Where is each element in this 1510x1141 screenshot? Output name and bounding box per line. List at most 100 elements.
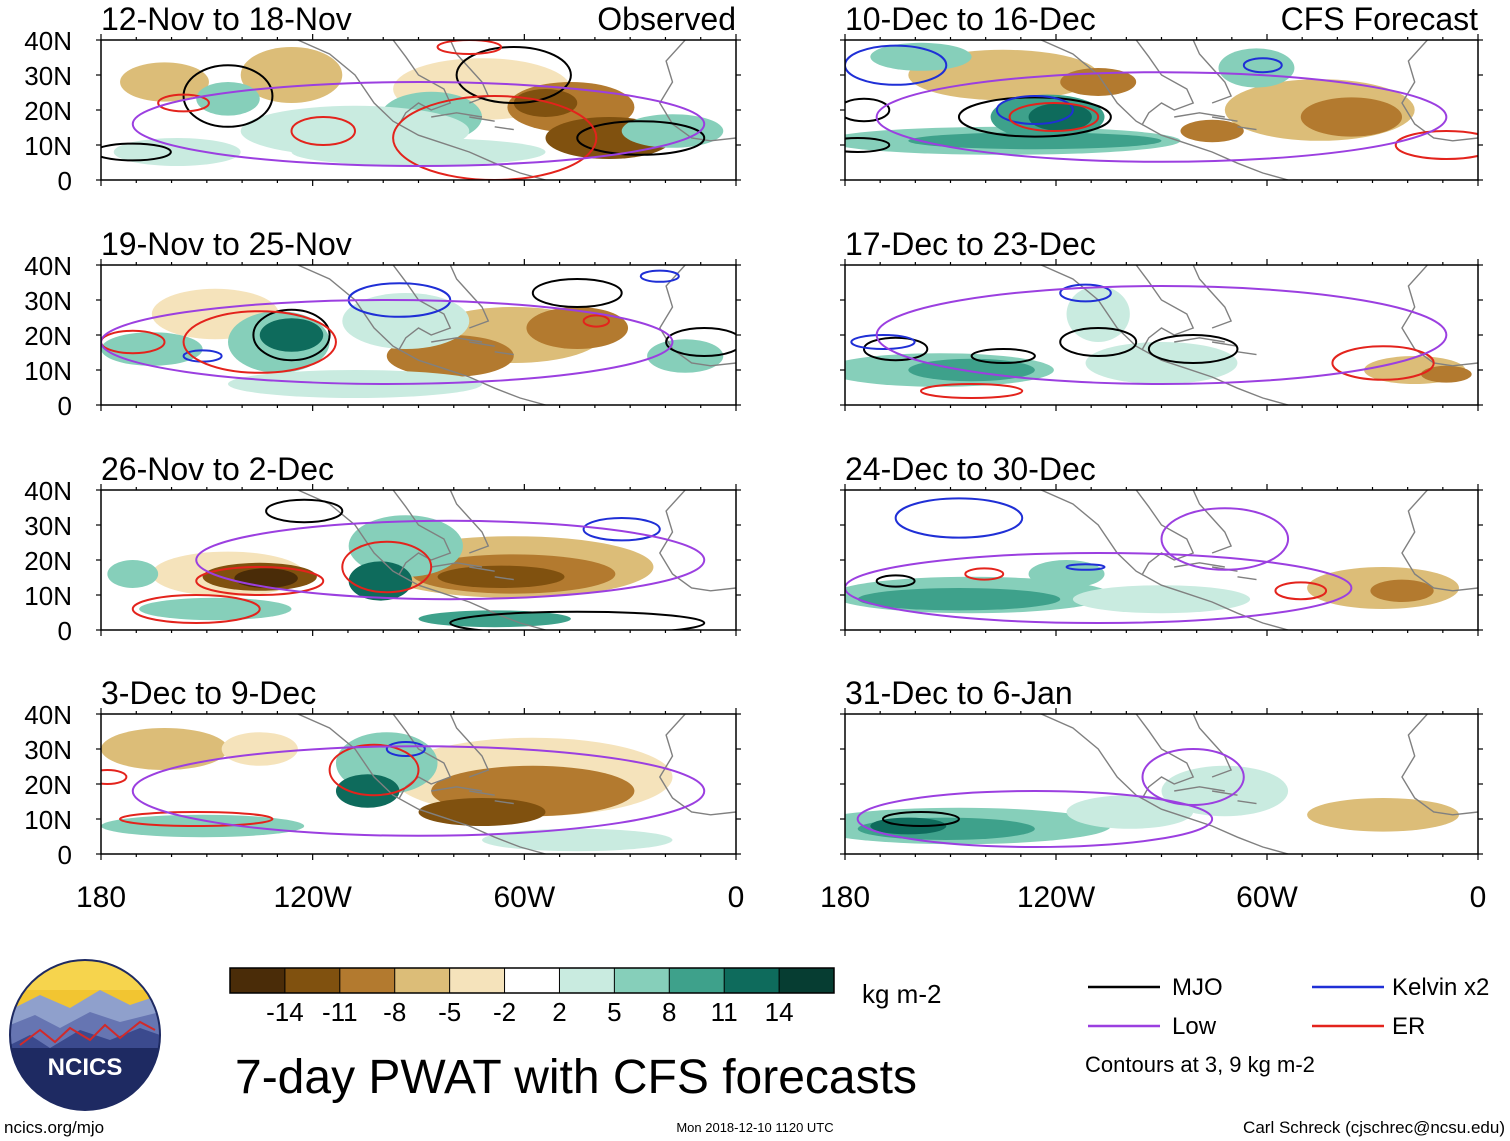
coastline bbox=[469, 566, 495, 572]
coastline bbox=[431, 786, 483, 792]
pwat-anomaly-shade bbox=[1421, 365, 1472, 383]
colorbar: -14 -11 -8 -5 -2 2 5 8 11 14 bbox=[229, 967, 835, 1027]
wave-contour bbox=[1059, 327, 1138, 357]
wave-contour bbox=[964, 567, 1005, 581]
coastline bbox=[449, 490, 490, 554]
pwat-anomaly-shade bbox=[513, 89, 578, 117]
wave-contour bbox=[1394, 130, 1478, 160]
pwat-anomaly-shade bbox=[342, 293, 470, 349]
wave-contour bbox=[265, 498, 344, 524]
wave-contour bbox=[1065, 563, 1106, 571]
wave-contour bbox=[850, 334, 916, 350]
footer-timestamp: Mon 2018-12-10 1120 UTC bbox=[676, 1120, 833, 1135]
lat-label: 10N bbox=[24, 131, 72, 161]
lat-label: 30N bbox=[24, 286, 72, 316]
lon-label: 180 bbox=[76, 881, 126, 914]
pwat-anomaly-shade bbox=[113, 138, 241, 166]
wave-contour bbox=[845, 97, 891, 123]
colorbar-tick-label: -2 bbox=[493, 997, 516, 1027]
wave-contour bbox=[576, 120, 706, 156]
figure-title: 7-day PWAT with CFS forecasts bbox=[235, 1051, 917, 1104]
coastline bbox=[1174, 562, 1225, 568]
map-panel: 10-Dec to 16-Dec bbox=[840, 1, 1483, 186]
lat-label: 20N bbox=[24, 96, 72, 126]
pwat-anomaly-shade bbox=[335, 774, 400, 808]
coastline bbox=[658, 40, 736, 142]
lat-label: 0 bbox=[58, 616, 72, 646]
coastline bbox=[469, 790, 495, 796]
panel-period-label: 12-Nov to 18-Nov bbox=[101, 1, 352, 37]
pwat-anomaly-shade bbox=[291, 138, 546, 166]
wave-contour bbox=[1160, 507, 1290, 571]
coastline bbox=[1135, 265, 1195, 350]
colorbar-swatch bbox=[504, 968, 560, 993]
wave-contour bbox=[1008, 102, 1100, 132]
wave-contour bbox=[856, 790, 1214, 848]
coastline bbox=[431, 337, 483, 343]
colorbar-tick-label: -14 bbox=[266, 997, 304, 1027]
wave-contour bbox=[101, 329, 166, 355]
lat-label: 20N bbox=[24, 770, 72, 800]
lon-label: 180 bbox=[820, 881, 870, 914]
wave-contour bbox=[385, 741, 426, 757]
lat-label: 40N bbox=[24, 476, 72, 506]
panel-period-label: 24-Dec to 30-Dec bbox=[845, 451, 1096, 487]
lon-label: 120W bbox=[1017, 881, 1096, 914]
wave-contour bbox=[131, 745, 706, 837]
pwat-anomaly-shade bbox=[1161, 300, 1289, 356]
coastline bbox=[392, 490, 452, 575]
wave-contour bbox=[665, 327, 736, 357]
wave-contour bbox=[131, 81, 706, 167]
colorbar-swatch bbox=[669, 968, 725, 993]
lat-label: 10N bbox=[24, 581, 72, 611]
coastline bbox=[1401, 40, 1478, 142]
coastline bbox=[297, 714, 546, 854]
lat-label: 30N bbox=[24, 735, 72, 765]
wave-contour bbox=[957, 96, 1112, 138]
legend-label-kelvin: Kelvin x2 bbox=[1392, 974, 1489, 1001]
coastline bbox=[1237, 800, 1257, 805]
pwat-anomaly-shade bbox=[908, 132, 1162, 150]
coastline bbox=[1040, 265, 1289, 405]
coastline bbox=[469, 341, 495, 347]
panel-period-label: 31-Dec to 6-Jan bbox=[845, 675, 1073, 711]
colorbar-swatch bbox=[339, 968, 396, 993]
colorbar-tick-label: 8 bbox=[662, 997, 676, 1027]
observed-header: Observed bbox=[597, 1, 736, 37]
wave-contour bbox=[881, 811, 960, 827]
colorbar-tick-label: -5 bbox=[438, 997, 461, 1027]
pwat-anomaly-shade bbox=[139, 597, 292, 621]
lon-label: 120W bbox=[273, 881, 352, 914]
pwat-anomaly-shade bbox=[1300, 97, 1403, 137]
pwat-anomaly-shade bbox=[482, 828, 673, 852]
wave-contour bbox=[875, 71, 1448, 163]
pwat-anomaly-shade bbox=[437, 565, 565, 588]
wave-contour bbox=[639, 269, 680, 283]
map-panel: 31-Dec to 6-Jan bbox=[840, 675, 1483, 860]
pwat-anomaly-shade bbox=[107, 560, 159, 588]
colorbar-swatch bbox=[779, 968, 835, 993]
pwat-anomaly-shade bbox=[418, 798, 546, 826]
coastline bbox=[494, 126, 514, 131]
coastline bbox=[1135, 714, 1195, 799]
wave-contour bbox=[392, 95, 598, 180]
pwat-anomaly-shade bbox=[526, 307, 629, 349]
panel-period-label: 19-Nov to 25-Nov bbox=[101, 226, 352, 262]
wave-contour bbox=[919, 383, 1024, 399]
lat-label: 0 bbox=[58, 391, 72, 421]
wave-contour bbox=[131, 594, 261, 624]
colorbar-tick-label: -8 bbox=[383, 997, 406, 1027]
coastline bbox=[297, 265, 546, 405]
coastline bbox=[1174, 786, 1225, 792]
lat-label: 40N bbox=[24, 26, 72, 56]
wave-contour bbox=[252, 308, 331, 362]
coastline bbox=[1192, 40, 1233, 104]
colorbar-swatch bbox=[449, 968, 506, 993]
panel-period-label: 10-Dec to 16-Dec bbox=[845, 1, 1096, 37]
longitude-axis: 180 120W 60W 0 180 120W 60W 0 bbox=[76, 881, 1486, 914]
coastline bbox=[1040, 714, 1289, 854]
pwat-anomaly-shade bbox=[1370, 579, 1434, 602]
lat-label: 20N bbox=[24, 321, 72, 351]
pwat-anomaly-shade bbox=[101, 728, 228, 770]
wave-contour bbox=[875, 574, 916, 588]
